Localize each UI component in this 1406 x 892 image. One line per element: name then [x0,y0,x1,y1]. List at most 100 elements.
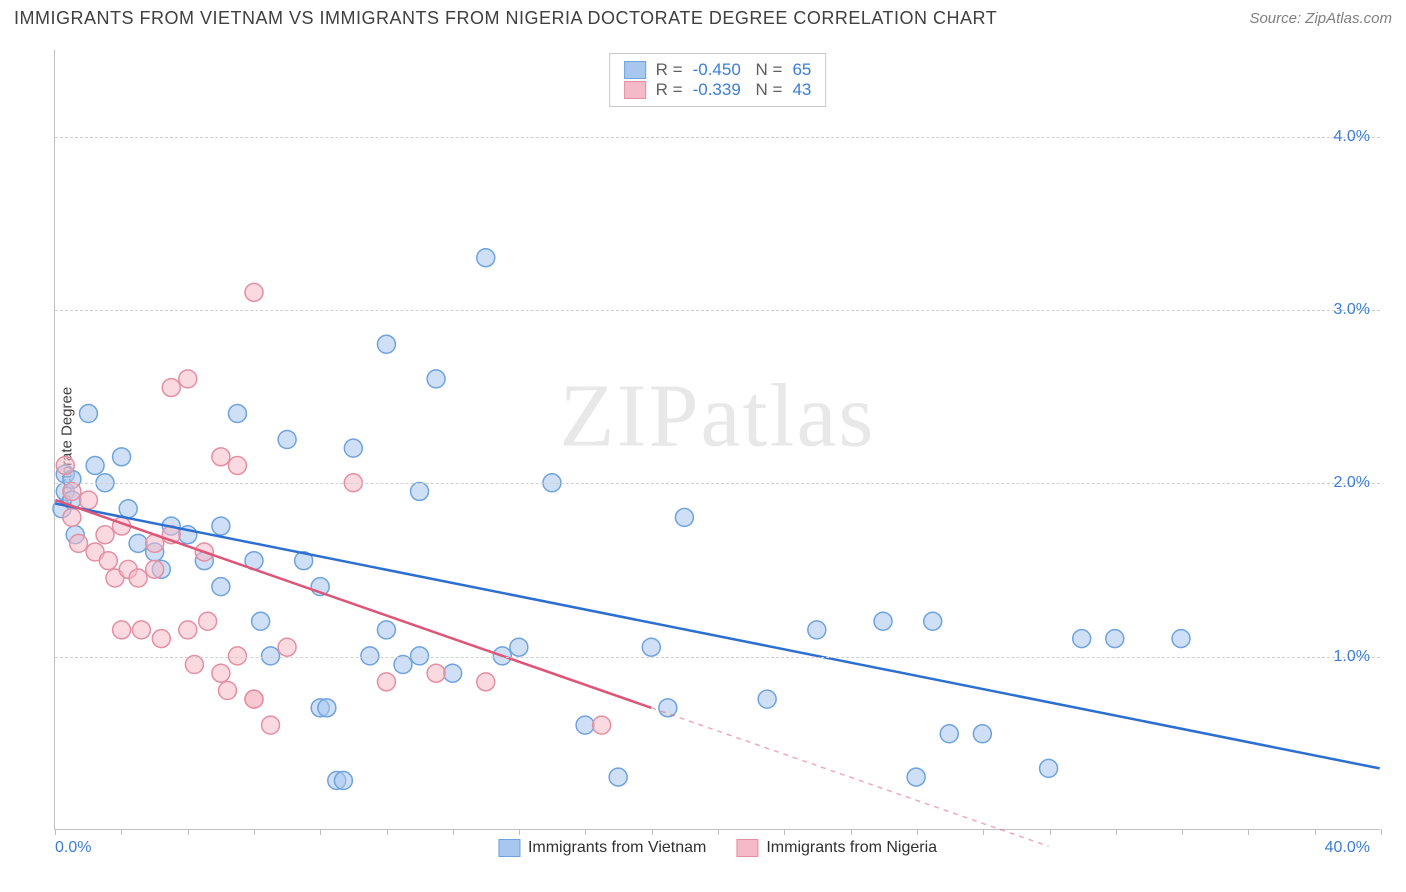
data-point [924,612,942,630]
corr-n-label-2: N = [751,80,783,100]
x-tick-mark [718,829,719,835]
data-point [1040,759,1058,777]
y-tick-label: 1.0% [1334,648,1370,666]
data-point [162,379,180,397]
corr-n-val-1: 65 [792,60,811,80]
data-point [79,405,97,423]
data-point [119,500,137,518]
data-point [185,656,203,674]
data-point [1172,630,1190,648]
header: IMMIGRANTS FROM VIETNAM VS IMMIGRANTS FR… [14,8,1392,29]
data-point [642,638,660,656]
data-point [86,456,104,474]
data-point [179,621,197,639]
x-tick-mark [320,829,321,835]
data-point [940,725,958,743]
data-point [113,621,131,639]
x-tick-mark [121,829,122,835]
x-tick-mark [585,829,586,835]
data-point [152,630,170,648]
corr-row-2: R = -0.339 N = 43 [624,80,812,100]
corr-row-1: R = -0.450 N = 65 [624,60,812,80]
chart-title: IMMIGRANTS FROM VIETNAM VS IMMIGRANTS FR… [14,8,997,29]
legend-item-nigeria: Immigrants from Nigeria [736,839,937,857]
data-point [808,621,826,639]
x-tick-mark [851,829,852,835]
corr-r-label-1: R = [656,60,683,80]
data-point [278,638,296,656]
data-point [219,682,237,700]
data-point [344,439,362,457]
swatch-nigeria [624,81,646,99]
data-point [318,699,336,717]
data-point [278,431,296,449]
data-point [576,716,594,734]
data-point [228,456,246,474]
gridline [55,657,1380,658]
data-point [212,448,230,466]
data-point [113,448,131,466]
data-point [179,370,197,388]
x-tick-mark [652,829,653,835]
legend-swatch-nigeria [736,839,758,857]
corr-r-val-2: -0.339 [693,80,741,100]
data-point [63,482,81,500]
data-point [129,569,147,587]
data-point [245,690,263,708]
legend-swatch-vietnam [498,839,520,857]
data-point [212,578,230,596]
data-point [212,517,230,535]
data-point [228,405,246,423]
corr-r-label-2: R = [656,80,683,100]
x-tick-mark [188,829,189,835]
x-tick-mark [55,829,56,835]
data-point [79,491,97,509]
data-point [377,673,395,691]
x-tick-mark [784,829,785,835]
x-tick-mark [519,829,520,835]
data-point [659,699,677,717]
data-point [129,534,147,552]
gridline [55,137,1380,138]
data-point [70,534,88,552]
data-point [212,664,230,682]
legend-bottom: Immigrants from Vietnam Immigrants from … [498,839,937,857]
data-point [377,335,395,353]
data-point [96,526,114,544]
data-point [427,664,445,682]
data-point [427,370,445,388]
data-point [907,768,925,786]
data-point [444,664,462,682]
data-point [874,612,892,630]
x-tick-mark [1182,829,1183,835]
data-point [394,656,412,674]
x-tick-last: 40.0% [1325,839,1370,857]
y-tick-label: 4.0% [1334,128,1370,146]
x-tick-mark [1116,829,1117,835]
data-point [377,621,395,639]
data-point [132,621,150,639]
chart-container: IMMIGRANTS FROM VIETNAM VS IMMIGRANTS FR… [0,0,1406,892]
gridline [55,483,1380,484]
x-tick-first: 0.0% [55,839,91,857]
corr-r-val-1: -0.450 [693,60,741,80]
x-tick-mark [917,829,918,835]
scatter-svg [55,50,1380,829]
x-tick-mark [1248,829,1249,835]
x-tick-mark [1050,829,1051,835]
plot-area: ZIPatlas R = -0.450 N = 65 R = -0.339 N … [54,50,1380,830]
y-tick-label: 2.0% [1334,474,1370,492]
data-point [1106,630,1124,648]
gridline [55,310,1380,311]
data-point [1073,630,1091,648]
legend-label-vietnam: Immigrants from Vietnam [528,839,706,857]
data-point [99,552,117,570]
data-point [675,508,693,526]
corr-n-label-1: N = [751,60,783,80]
data-point [609,768,627,786]
x-tick-mark [1315,829,1316,835]
data-point [252,612,270,630]
swatch-vietnam [624,61,646,79]
x-tick-mark [387,829,388,835]
data-point [199,612,217,630]
